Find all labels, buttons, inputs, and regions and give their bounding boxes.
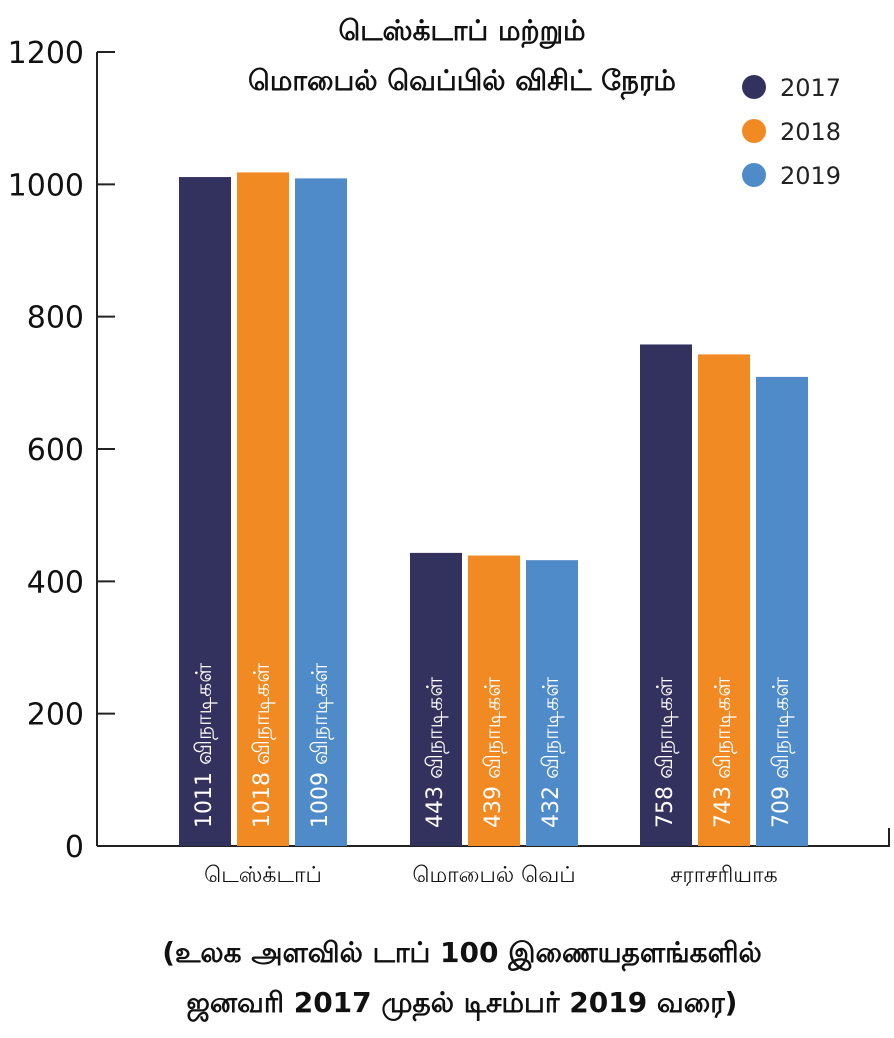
bar [640,344,692,846]
y-tick-label: 400 [27,565,84,600]
y-tick-label: 0 [65,830,84,865]
chart-title-line-2: மொபைல் வெப்பில் விசிட் நேரம் [248,64,676,100]
legend-swatch [742,119,766,143]
bar-value-label: 443 விநாடிகள் [423,677,449,828]
legend-swatch [742,75,766,99]
y-tick-label: 600 [27,433,84,468]
bar [468,555,520,846]
bars: 1011 விநாடிகள் 1018 விநாடிகள் 1009 விநாடிக… [179,172,808,847]
y-tick-label: 800 [27,301,84,336]
legend: 2017 2018 2019 [742,74,841,190]
bar [179,177,231,846]
footnote-line-2: ஜனவரி 2017 முதல் டிசம்பர் 2019 வரை) [187,986,738,1022]
chart-title-line-1: டெஸ்க்டாப் மற்றும் [338,14,585,50]
x-category-label: மொபைல் வெப் [412,863,575,888]
bar [698,354,750,846]
bar-value-label: 758 விநாடிகள் [653,677,679,828]
y-tick-label: 200 [27,698,84,733]
bar-value-label: 709 விநாடிகள் [769,677,795,828]
x-category-label: டெஸ்க்டாப் [204,863,322,888]
bar [410,552,462,846]
bar-value-label: 1018 விநாடிகள் [250,663,276,828]
bar [295,178,347,847]
legend-swatch [742,163,766,187]
legend-label: 2017 [780,74,841,102]
bar [756,376,808,846]
footnote-line-1: (உலக அளவில் டாப் 100 இணையதளங்களில் [162,936,762,972]
legend-label: 2019 [780,162,841,190]
y-tick-label: 1000 [8,168,84,203]
x-category-label: சராசரியாக [670,863,778,888]
bar-value-label: 1009 விநாடிகள் [308,663,334,828]
legend-label: 2018 [780,118,841,146]
bar-value-label: 432 விநாடிகள் [539,677,565,828]
axes: 0 200 400 600 800 1000 1200 [8,36,890,865]
y-tick-label: 1200 [8,36,84,71]
bar [237,172,289,846]
category-labels: டெஸ்க்டாப் மொபைல் வெப் சராசரியாக [204,863,778,888]
bar-value-label: 1011 விநாடிகள் [192,663,218,828]
bar-value-label: 439 விநாடிகள் [481,677,507,828]
bar-value-label: 743 விநாடிகள் [711,677,737,828]
bar [526,560,578,846]
